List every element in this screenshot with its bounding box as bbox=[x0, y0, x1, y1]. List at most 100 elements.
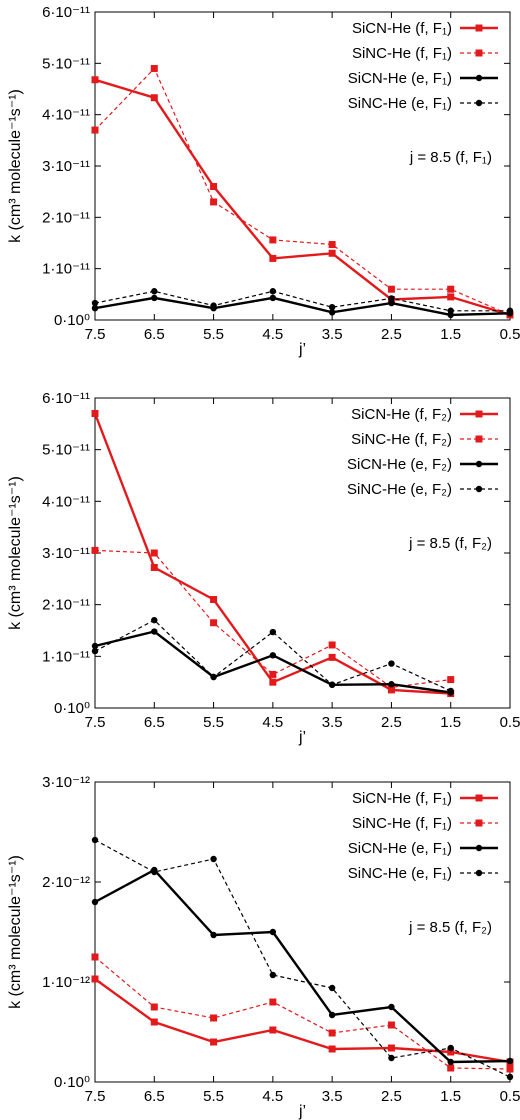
y-tick-label: 4·10⁻¹¹ bbox=[42, 107, 90, 124]
y-tick-label: 6·10⁻¹¹ bbox=[42, 4, 90, 21]
x-axis-label: j’ bbox=[298, 729, 306, 746]
data-point bbox=[151, 868, 158, 876]
y-tick-label: 2·10⁻¹¹ bbox=[42, 209, 90, 226]
x-tick-label: 1.5 bbox=[440, 714, 461, 731]
y-tick-label: 3·10⁻¹¹ bbox=[42, 158, 90, 175]
data-point bbox=[210, 1038, 218, 1046]
data-point bbox=[210, 673, 217, 681]
data-point bbox=[388, 1003, 395, 1011]
x-tick-label: 4.5 bbox=[262, 714, 283, 731]
data-point bbox=[210, 596, 218, 603]
chart-panel-3: 7.5 6.5 5.5 4.5 3.5 2.5 1.5 0.5 0·10⁰ 1·10⁻¹² 2·10… bbox=[7, 774, 520, 1120]
y-tick-label: 3·10⁻¹¹ bbox=[42, 545, 90, 562]
series-2 bbox=[91, 546, 455, 691]
series-line bbox=[94, 839, 511, 1078]
data-point bbox=[388, 1054, 395, 1062]
y-tick-label: 1·10⁻¹² bbox=[42, 974, 90, 991]
series-line bbox=[94, 956, 511, 1070]
x-tick-label: 5.5 bbox=[203, 714, 224, 731]
series-line bbox=[94, 290, 510, 312]
x-tick-label: 2.5 bbox=[381, 714, 402, 731]
x-tick-label: 3.5 bbox=[322, 326, 343, 343]
legend-swatch-marker bbox=[475, 99, 483, 107]
data-point bbox=[328, 653, 336, 661]
x-tick-label: 1.5 bbox=[440, 1088, 461, 1105]
data-point bbox=[328, 641, 336, 649]
panel-annotation: j = 8.5 (f, F₁) bbox=[409, 149, 492, 166]
series-line bbox=[94, 868, 511, 1064]
legend-entry-label: SiNC-He (f, F₂) bbox=[351, 431, 452, 448]
series-line bbox=[94, 78, 511, 317]
legend-entry-label: SiNC-He (e, F₁) bbox=[348, 865, 452, 882]
data-point bbox=[447, 285, 455, 293]
y-tick-label: 2·10⁻¹¹ bbox=[42, 597, 90, 614]
y-tick-label: 2·10⁻¹² bbox=[42, 874, 90, 891]
x-tick-label: 0.5 bbox=[500, 326, 520, 343]
y-axis-label: k (cm³ molecule⁻¹s⁻¹) bbox=[7, 476, 24, 630]
data-point bbox=[91, 953, 99, 961]
y-tick-label: 3·10⁻¹² bbox=[42, 774, 90, 791]
data-point bbox=[91, 126, 99, 134]
data-point bbox=[269, 652, 277, 659]
legend-entry-label: SiCN-He (f, F₂) bbox=[351, 406, 452, 423]
legend-entry-label: SiNC-He (f, F₁) bbox=[352, 815, 452, 832]
data-point bbox=[447, 1048, 455, 1056]
x-tick-label: 4.5 bbox=[262, 326, 283, 343]
data-point bbox=[210, 931, 217, 939]
data-point bbox=[151, 616, 158, 624]
y-tick-label: 6·10⁻¹¹ bbox=[42, 390, 90, 407]
data-point bbox=[91, 975, 99, 983]
data-point bbox=[328, 249, 336, 257]
data-point bbox=[328, 1011, 336, 1019]
legend-swatch-marker bbox=[475, 435, 483, 443]
y-tick-label: 0·10⁰ bbox=[54, 700, 90, 717]
y-axis-label: k (cm³ molecule⁻¹s⁻¹) bbox=[7, 855, 24, 1009]
data-point bbox=[150, 1018, 158, 1026]
x-tick-label: 5.5 bbox=[203, 326, 224, 343]
data-point bbox=[328, 681, 336, 688]
data-point bbox=[210, 855, 217, 863]
series-1 bbox=[91, 76, 514, 319]
data-point bbox=[328, 984, 336, 992]
legend-entry-label: SiNC-He (e, F₂) bbox=[347, 481, 452, 498]
series-line bbox=[94, 67, 511, 316]
y-tick-label: 5·10⁻¹¹ bbox=[42, 55, 90, 72]
chart-panel-1: 7.5 6.5 5.5 4.5 3.5 2.5 1.5 0.5 0·10⁰ 1·10⁻¹¹ 2·10… bbox=[7, 4, 520, 358]
x-tick-label: 6.5 bbox=[144, 1088, 165, 1105]
data-point bbox=[447, 1064, 455, 1072]
data-point bbox=[328, 1029, 336, 1037]
data-point bbox=[388, 681, 395, 688]
data-point bbox=[210, 183, 218, 191]
data-point bbox=[506, 1073, 514, 1081]
data-point bbox=[447, 293, 455, 301]
panel-annotation: j = 8.5 (f, F₂) bbox=[408, 919, 492, 936]
data-point bbox=[328, 1045, 336, 1053]
data-point bbox=[506, 1065, 514, 1073]
data-point bbox=[328, 309, 336, 316]
data-point bbox=[269, 288, 277, 295]
data-point bbox=[91, 304, 99, 312]
y-tick-label: 0·10⁰ bbox=[54, 312, 90, 329]
data-point bbox=[388, 299, 395, 307]
legend-entry-label: SiNC-He (f, F₁) bbox=[352, 45, 452, 62]
legend-swatch-marker bbox=[475, 869, 483, 877]
data-point bbox=[269, 998, 277, 1006]
x-tick-label: 6.5 bbox=[144, 326, 165, 343]
legend: SiCN-He (f, F₁) SiNC-He (f, F₁) SiCN-He (e… bbox=[348, 20, 498, 112]
plot-frame bbox=[94, 781, 511, 1083]
data-point bbox=[269, 928, 277, 936]
data-point bbox=[210, 619, 218, 627]
x-tick-label: 7.5 bbox=[85, 1088, 106, 1105]
x-tick-label: 5.5 bbox=[203, 1088, 224, 1105]
data-point bbox=[151, 294, 158, 302]
x-axis-label: j’ bbox=[298, 1103, 306, 1120]
data-point bbox=[447, 1044, 454, 1052]
data-point bbox=[210, 198, 218, 206]
x-axis-label: j’ bbox=[298, 341, 306, 358]
x-tick-label: 3.5 bbox=[322, 714, 343, 731]
x-tick-label: 7.5 bbox=[85, 326, 106, 343]
data-point bbox=[388, 660, 395, 667]
x-tick-label: 4.5 bbox=[262, 1088, 283, 1105]
legend-entry-label: SiCN-He (e, F₁) bbox=[348, 840, 452, 857]
series-4 bbox=[91, 616, 454, 695]
